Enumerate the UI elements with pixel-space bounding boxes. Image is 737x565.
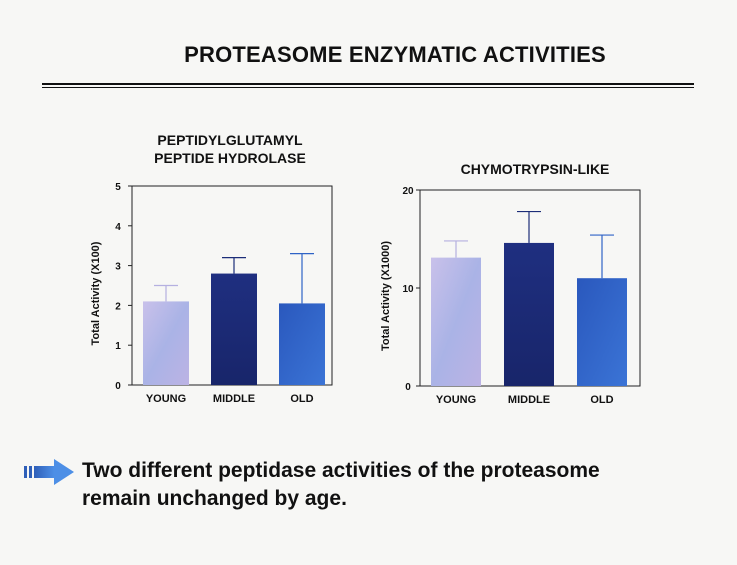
bar-old [279, 303, 325, 385]
title-divider-thick [42, 83, 694, 85]
right-arrow-icon [24, 457, 76, 487]
chart-title-line1: CHYMOTRYPSIN-LIKE [460, 161, 610, 177]
bar-middle [211, 273, 257, 385]
y-tick-label: 4 [115, 222, 121, 233]
y-axis-label: Total Activity (X100) [90, 241, 102, 345]
chart-title-line1: PEPTIDYLGLUTAMYL [157, 132, 303, 148]
conclusion-line2: remain unchanged by age. [82, 487, 347, 510]
y-tick-label: 5 [115, 182, 121, 193]
bar-young [143, 301, 189, 385]
y-tick-label: 20 [402, 186, 414, 197]
y-tick-label: 10 [402, 284, 414, 295]
title-divider-thin [42, 87, 694, 88]
category-label: OLD [590, 394, 613, 406]
category-label: MIDDLE [213, 393, 255, 405]
bar-old [577, 278, 627, 386]
y-tick-label: 0 [405, 382, 411, 393]
chart-title-peptidylglutamyl: PEPTIDYLGLUTAMYL PEPTIDE HYDROLASE [110, 131, 350, 167]
y-tick-label: 0 [115, 381, 121, 392]
category-label: YOUNG [436, 394, 476, 406]
y-tick-label: 1 [115, 341, 121, 352]
category-label: YOUNG [146, 393, 186, 405]
category-label: MIDDLE [508, 394, 550, 406]
y-tick-label: 2 [115, 301, 121, 312]
y-axis-label: Total Activity (X1000) [380, 241, 392, 351]
bar-middle [504, 242, 554, 386]
conclusion-line1: Two different peptidase activities of th… [82, 459, 600, 482]
y-tick-label: 3 [115, 262, 121, 273]
conclusion-text: Two different peptidase activities of th… [82, 457, 722, 513]
category-label: OLD [290, 393, 313, 405]
bar-young [431, 257, 481, 386]
chart-title-chymotrypsin: CHYMOTRYPSIN-LIKE [430, 160, 640, 178]
slide-title: PROTEASOME ENZYMATIC ACTIVITIES [184, 42, 606, 67]
chart-title-line2: PEPTIDE HYDROLASE [154, 150, 306, 166]
